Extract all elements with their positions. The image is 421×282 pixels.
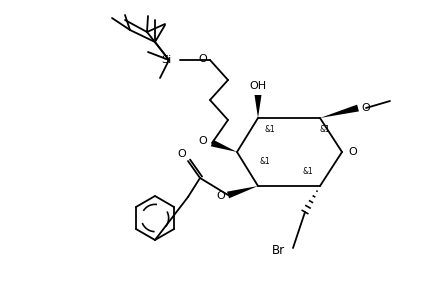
Text: Br: Br <box>272 244 285 257</box>
Polygon shape <box>255 95 261 118</box>
Text: O: O <box>198 54 207 64</box>
Text: &1: &1 <box>320 125 330 135</box>
Text: &1: &1 <box>303 168 313 177</box>
Text: OH: OH <box>249 81 266 91</box>
Text: &1: &1 <box>265 125 275 135</box>
Polygon shape <box>227 186 258 198</box>
Text: O: O <box>361 103 370 113</box>
Text: &1: &1 <box>260 158 270 166</box>
Polygon shape <box>320 105 359 118</box>
Text: O: O <box>216 191 225 201</box>
Text: O: O <box>177 149 186 159</box>
Text: O: O <box>198 136 207 146</box>
Text: O: O <box>348 147 357 157</box>
Polygon shape <box>211 140 237 152</box>
Text: Si: Si <box>162 55 172 65</box>
